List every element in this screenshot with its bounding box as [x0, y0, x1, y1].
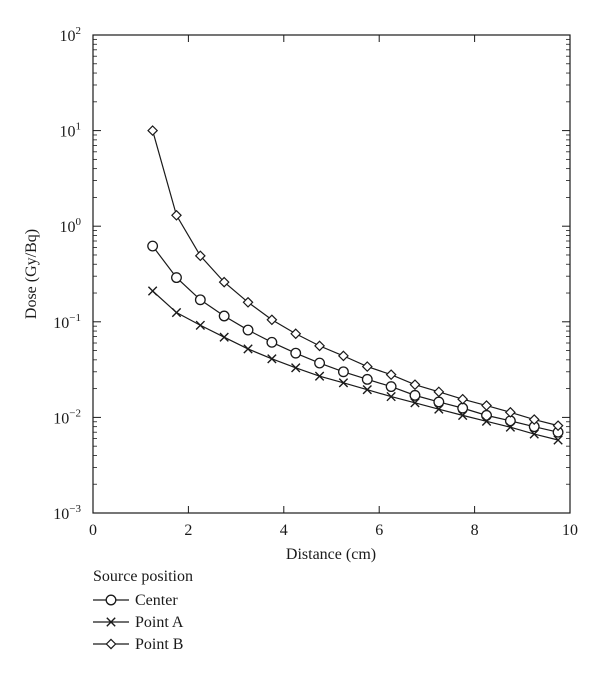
data-point	[505, 422, 516, 432]
data-point	[194, 294, 206, 306]
data-point	[457, 393, 469, 405]
data-point	[361, 373, 373, 385]
data-point	[481, 400, 492, 412]
legend-label: Point B	[135, 636, 183, 653]
data-point	[386, 391, 396, 402]
data-point	[243, 344, 253, 354]
data-point	[195, 320, 206, 330]
y-tick-label: 10−1	[53, 312, 81, 332]
x-tick-label: 2	[184, 522, 192, 539]
data-point	[194, 250, 206, 262]
series-line	[152, 290, 559, 441]
data-point	[409, 379, 421, 391]
data-point	[147, 240, 159, 252]
data-point	[481, 416, 492, 427]
plot-frame	[92, 34, 571, 514]
y-axis-label: Dose (Gy/Bq)	[23, 229, 40, 319]
data-point	[291, 363, 301, 373]
data-point	[409, 389, 421, 401]
data-point	[337, 366, 349, 378]
x-axis-label: Distance (cm)	[286, 546, 376, 563]
data-point	[242, 296, 254, 308]
data-point	[218, 310, 230, 322]
data-point	[385, 369, 397, 381]
data-point	[552, 420, 564, 432]
y-axis: 10−3 10−2 10−1 100 101 102	[53, 25, 570, 523]
data-point	[362, 384, 372, 395]
data-point	[410, 398, 420, 408]
x-tick-label: 4	[280, 522, 288, 539]
series-layer	[147, 125, 564, 445]
data-point	[314, 357, 326, 369]
data-point	[242, 324, 254, 336]
x-tick-label: 8	[471, 522, 479, 539]
data-point	[504, 406, 516, 418]
legend: Source position Center Point A Point B	[93, 568, 193, 653]
series-line	[152, 130, 559, 427]
legend-title: Source position	[93, 568, 193, 585]
data-point	[147, 125, 159, 137]
x-tick-label: 0	[89, 522, 97, 539]
data-point	[457, 410, 468, 421]
legend-marker	[106, 617, 116, 627]
data-point	[385, 381, 397, 393]
data-point	[337, 350, 349, 362]
data-point	[434, 404, 444, 414]
series-point-b	[147, 125, 564, 432]
data-point	[529, 429, 539, 439]
data-point	[528, 414, 540, 425]
legend-marker	[105, 594, 117, 606]
data-point	[314, 340, 326, 352]
series-center	[147, 240, 564, 438]
data-point	[553, 435, 563, 445]
data-point	[338, 378, 349, 388]
series-line	[152, 245, 559, 433]
series-point-a	[147, 286, 563, 445]
data-point	[171, 272, 182, 284]
y-tick-label: 100	[60, 216, 82, 236]
data-point	[171, 209, 182, 221]
x-tick-label: 6	[375, 522, 383, 539]
data-point	[290, 328, 302, 340]
y-tick-label: 102	[60, 25, 82, 45]
data-point	[266, 336, 278, 348]
data-point	[361, 361, 373, 373]
legend-label: Center	[135, 592, 178, 609]
data-point	[314, 371, 325, 381]
y-tick-label: 10−2	[53, 407, 81, 427]
y-tick-label: 10−3	[53, 503, 81, 523]
legend-marker	[105, 638, 117, 650]
data-point	[433, 386, 445, 398]
data-point	[219, 332, 229, 342]
data-point	[147, 286, 158, 296]
data-point	[218, 276, 230, 288]
y-tick-label: 101	[60, 121, 82, 141]
legend-label: Point A	[135, 614, 184, 631]
x-tick-label: 10	[562, 522, 578, 539]
data-point	[171, 307, 182, 318]
legend-item: Center	[93, 592, 178, 609]
legend-item: Point B	[93, 636, 183, 653]
legend-item: Point A	[93, 614, 184, 631]
data-point	[266, 314, 278, 326]
data-point	[290, 347, 302, 359]
x-axis: 0 2 4 6 8 10	[89, 35, 578, 539]
data-point	[267, 354, 277, 364]
